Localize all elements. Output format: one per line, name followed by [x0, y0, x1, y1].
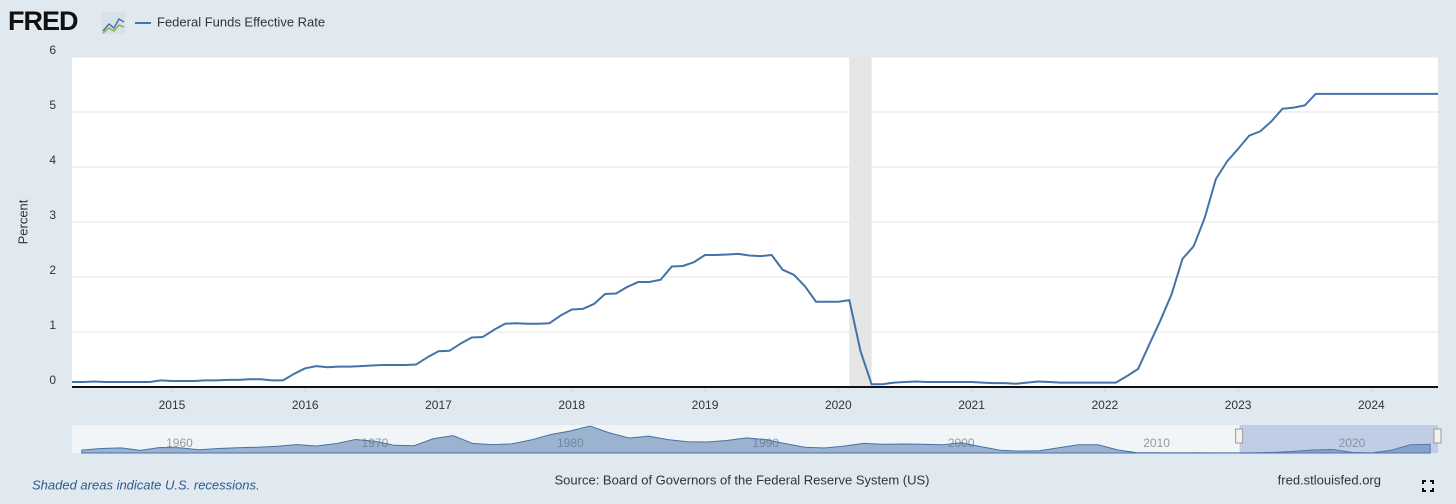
- recession-note: Shaded areas indicate U.S. recessions.: [32, 477, 260, 492]
- logo-icon: [101, 12, 125, 34]
- legend-label: Federal Funds Effective Rate: [157, 14, 325, 29]
- y-tick-label: 1: [49, 318, 56, 332]
- source: Source: Board of Governors of the Federa…: [555, 472, 930, 487]
- x-tick-label: 2022: [1091, 398, 1118, 412]
- fullscreen-icon[interactable]: [1422, 480, 1434, 492]
- y-tick-label: 6: [49, 43, 56, 57]
- x-tick-label: 2018: [558, 398, 585, 412]
- y-tick-label: 5: [49, 98, 56, 112]
- x-tick-label: 2016: [292, 398, 319, 412]
- x-tick-label: 2019: [692, 398, 719, 412]
- navigator-selection: [1239, 425, 1438, 453]
- y-tick-label: 3: [49, 208, 56, 222]
- x-tick-label: 2024: [1358, 398, 1385, 412]
- y-tick-label: 0: [49, 373, 56, 387]
- navigator-tick-label: 2010: [1143, 436, 1170, 450]
- y-tick-label: 2: [49, 263, 56, 277]
- x-tick-label: 2015: [159, 398, 186, 412]
- y-tick-label: 4: [49, 153, 56, 167]
- x-tick-label: 2021: [958, 398, 985, 412]
- navigator-tick-label: 1960: [166, 436, 193, 450]
- navigator-area-series: [81, 425, 1431, 454]
- x-tick-label: 2020: [825, 398, 852, 412]
- navigator-handle[interactable]: [1235, 428, 1244, 444]
- x-tick-label: 2023: [1225, 398, 1252, 412]
- site: fred.stlouisfed.org: [1278, 472, 1381, 487]
- navigator-tick-label: 2020: [1339, 436, 1366, 450]
- y-axis-label: Percent: [15, 199, 30, 244]
- logo: FRED: [8, 6, 78, 36]
- navigator-handle[interactable]: [1433, 428, 1442, 444]
- series-line: [72, 92, 1438, 386]
- x-tick-label: 2017: [425, 398, 452, 412]
